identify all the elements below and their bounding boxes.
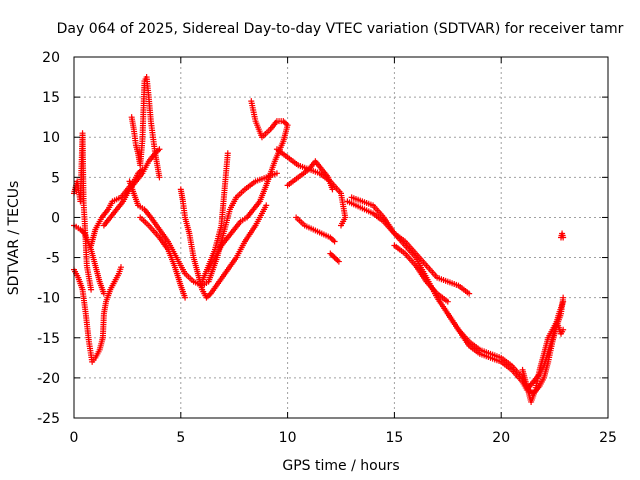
series-trace-e	[128, 74, 163, 181]
y-tick-label: -15	[37, 331, 60, 347]
y-tick-label: 5	[51, 170, 60, 186]
data-point	[466, 290, 473, 297]
y-tick-label: -5	[46, 251, 60, 267]
x-tick-label: 5	[176, 430, 185, 446]
y-tick-label: -20	[37, 371, 60, 387]
series-trace-p	[344, 198, 567, 393]
x-tick-label: 25	[599, 430, 617, 446]
y-axis-ticks: -25 -20 -15 -10 -5 0 5 10 15 20	[37, 50, 608, 427]
data-points	[71, 74, 567, 405]
series-trace-j	[100, 146, 163, 229]
y-axis-label: SDTVAR / TECUs	[6, 181, 22, 296]
data-point	[338, 222, 344, 229]
data-point	[182, 294, 189, 301]
series-trace-d	[88, 166, 146, 249]
data-point	[335, 258, 342, 265]
grid	[74, 57, 608, 418]
series-trace-u	[558, 230, 567, 241]
series-trace-h	[177, 186, 270, 301]
data-point	[331, 238, 338, 245]
series-trace-r	[391, 242, 451, 305]
x-tick-label: 15	[385, 430, 403, 446]
data-point	[88, 286, 95, 293]
data-point	[117, 264, 124, 271]
series-trace-o	[327, 250, 342, 265]
data-point	[444, 298, 451, 305]
series-trace-m	[284, 158, 336, 193]
series-trace-q	[348, 194, 473, 297]
series-trace-l	[273, 146, 349, 229]
data-point	[560, 326, 567, 333]
data-point	[224, 150, 231, 157]
data-point	[329, 186, 336, 193]
y-tick-label: -25	[37, 411, 60, 427]
x-axis-ticks: 0 5 10 15 20 25	[70, 57, 617, 446]
series-trace-t	[519, 318, 567, 405]
series-trace-c	[71, 222, 107, 297]
data-point	[273, 170, 280, 177]
data-point	[248, 98, 255, 105]
plot-frame	[73, 56, 609, 419]
chart-title: Day 064 of 2025, Sidereal Day-to-day VTE…	[57, 21, 624, 37]
y-tick-label: 15	[42, 90, 60, 106]
data-point	[560, 294, 567, 301]
y-tick-label: 0	[51, 210, 60, 226]
x-tick-label: 0	[70, 430, 79, 446]
series-trace-k	[205, 98, 291, 273]
x-tick-label: 20	[492, 430, 510, 446]
data-point	[156, 174, 163, 181]
x-tick-label: 10	[279, 430, 297, 446]
y-tick-label: -10	[37, 291, 60, 307]
x-axis-label: GPS time / hours	[282, 458, 399, 474]
data-point	[263, 202, 270, 209]
series-trace-g	[137, 214, 189, 301]
series-trace-n	[293, 214, 338, 245]
series-trace-a	[71, 130, 95, 293]
data-point	[100, 290, 107, 297]
data-point	[560, 234, 567, 241]
y-tick-label: 10	[42, 130, 60, 146]
y-tick-label: 20	[42, 50, 60, 66]
data-point	[100, 222, 107, 229]
